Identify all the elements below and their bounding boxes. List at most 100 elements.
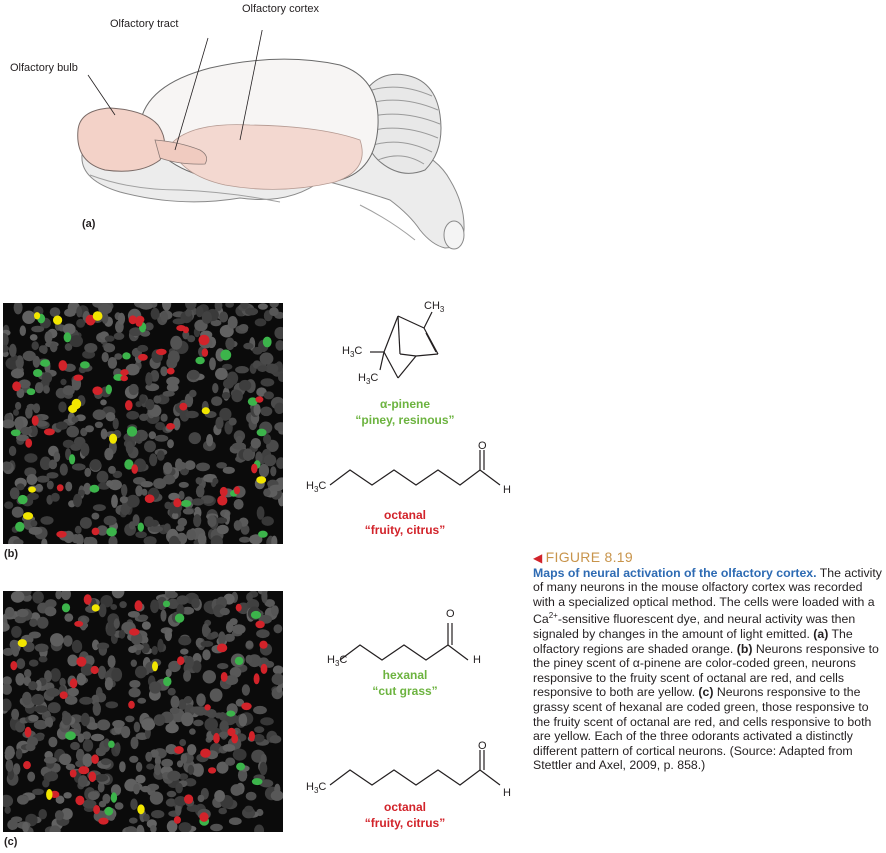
- background-cell: [18, 379, 31, 389]
- background-cell: [3, 647, 14, 656]
- background-cell: [76, 318, 86, 328]
- caption-c-label: (c): [698, 685, 714, 700]
- background-cell: [11, 506, 24, 518]
- background-cell: [112, 470, 123, 479]
- background-cell: [45, 771, 59, 782]
- background-cell: [201, 311, 212, 324]
- background-cell: [249, 534, 263, 544]
- background-cell: [97, 719, 111, 731]
- active-neuron-red: [91, 527, 100, 536]
- background-cell: [254, 318, 267, 327]
- active-neuron-yellow: [53, 315, 63, 325]
- active-neuron-red: [74, 620, 84, 627]
- background-cell: [259, 352, 274, 365]
- background-cell: [133, 783, 140, 795]
- background-cell: [15, 748, 23, 760]
- background-cell: [64, 613, 74, 622]
- background-cell: [128, 646, 137, 653]
- background-cell: [9, 487, 20, 500]
- background-cell: [63, 792, 72, 799]
- background-cell: [216, 524, 229, 535]
- octanal-c-h: H: [503, 787, 511, 799]
- background-cell: [269, 303, 279, 308]
- background-cell: [241, 684, 250, 696]
- background-cell: [141, 718, 156, 731]
- active-neuron-red: [131, 464, 138, 474]
- caption-body-1: The activity of many neurons in the mous…: [533, 565, 882, 627]
- active-neuron-red: [174, 746, 184, 754]
- background-cell: [270, 790, 283, 801]
- background-cell: [219, 607, 230, 616]
- background-cell: [110, 604, 118, 610]
- background-cell: [82, 799, 97, 809]
- background-cell: [40, 516, 54, 525]
- background-cell: [149, 681, 162, 694]
- background-cell: [260, 753, 267, 765]
- background-cell: [223, 378, 234, 389]
- active-neuron-green: [137, 522, 144, 532]
- background-cell: [103, 515, 117, 526]
- background-cell: [5, 759, 14, 772]
- background-cell: [167, 687, 176, 696]
- background-cell: [32, 591, 44, 604]
- caption-heading: Maps of neural activation of the olfacto…: [533, 565, 817, 580]
- background-cell: [137, 614, 149, 621]
- background-cell: [176, 595, 189, 605]
- background-cell: [145, 751, 153, 762]
- active-neuron-red: [56, 530, 67, 538]
- background-cell: [34, 643, 49, 653]
- active-neuron-yellow: [109, 433, 118, 444]
- pinene-group-ch3: CH3: [424, 300, 445, 315]
- background-cell: [125, 826, 137, 832]
- background-cell: [139, 413, 149, 421]
- background-cell: [271, 605, 279, 617]
- background-cell: [210, 535, 223, 544]
- background-cell: [168, 535, 180, 544]
- active-neuron-yellow: [137, 804, 145, 815]
- background-cell: [28, 659, 39, 667]
- background-cell: [263, 454, 277, 467]
- background-cell: [233, 520, 242, 531]
- active-neuron-green: [17, 494, 28, 505]
- caption-superscript: 2+: [548, 611, 558, 621]
- background-cell: [79, 517, 92, 529]
- background-cell: [193, 514, 202, 528]
- background-cell: [217, 663, 229, 670]
- background-cell: [214, 712, 224, 719]
- background-cell: [119, 761, 126, 773]
- background-cell: [165, 744, 177, 755]
- background-cell: [242, 448, 254, 461]
- active-neuron-green: [163, 676, 172, 687]
- background-cell: [143, 536, 157, 544]
- active-neuron-yellow: [256, 476, 267, 484]
- background-cell: [129, 817, 138, 824]
- background-cell: [141, 488, 148, 496]
- active-neuron-red: [83, 594, 92, 605]
- background-cell: [16, 434, 29, 442]
- background-cell: [184, 696, 193, 704]
- background-cell: [114, 802, 124, 810]
- active-neuron-red: [129, 628, 140, 636]
- background-cell: [178, 822, 192, 832]
- background-cell: [48, 736, 58, 748]
- background-cell: [128, 521, 136, 530]
- background-cell: [196, 693, 206, 707]
- alpha-pinene-structure: [370, 311, 439, 379]
- background-cell: [92, 409, 107, 420]
- background-cell: [100, 758, 111, 766]
- background-cell: [94, 421, 103, 428]
- background-cell: [67, 654, 79, 667]
- background-cell: [180, 648, 189, 655]
- background-cell: [67, 687, 79, 697]
- hexanal-name: hexanal: [382, 668, 428, 682]
- active-neuron-red: [144, 494, 155, 503]
- background-cell: [26, 474, 38, 485]
- background-cell: [66, 425, 79, 438]
- background-cell: [7, 819, 19, 830]
- background-cell: [135, 531, 147, 539]
- background-cell: [143, 813, 150, 822]
- background-cell: [185, 410, 199, 419]
- background-cell: [166, 598, 180, 609]
- active-neuron-yellow: [91, 604, 100, 612]
- background-cell: [178, 773, 189, 780]
